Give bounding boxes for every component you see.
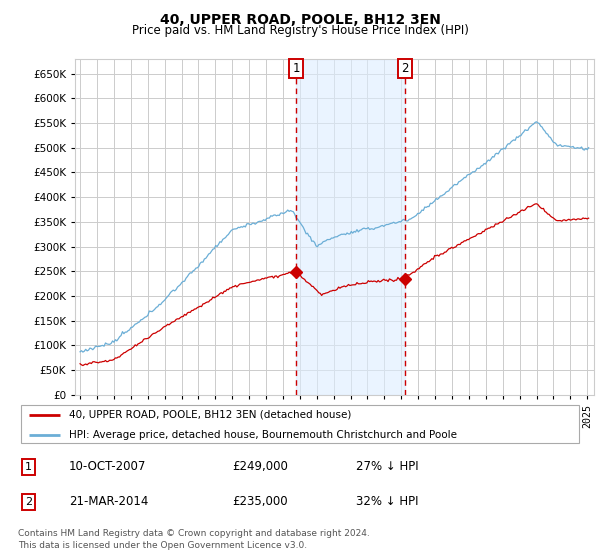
Text: 10-OCT-2007: 10-OCT-2007 [69, 460, 146, 473]
Text: £249,000: £249,000 [232, 460, 288, 473]
Text: 27% ↓ HPI: 27% ↓ HPI [356, 460, 419, 473]
Text: Price paid vs. HM Land Registry's House Price Index (HPI): Price paid vs. HM Land Registry's House … [131, 24, 469, 38]
Text: 2: 2 [401, 62, 409, 75]
Bar [296, 59, 405, 395]
Text: This data is licensed under the Open Government Licence v3.0.: This data is licensed under the Open Gov… [18, 541, 307, 550]
Text: 40, UPPER ROAD, POOLE, BH12 3EN: 40, UPPER ROAD, POOLE, BH12 3EN [160, 13, 440, 27]
Text: £235,000: £235,000 [232, 496, 288, 508]
Text: 21-MAR-2014: 21-MAR-2014 [69, 496, 148, 508]
Text: 1: 1 [25, 462, 32, 472]
FancyBboxPatch shape [21, 405, 579, 443]
Text: 1: 1 [292, 62, 300, 75]
Text: Contains HM Land Registry data © Crown copyright and database right 2024.: Contains HM Land Registry data © Crown c… [18, 529, 370, 538]
Text: 40, UPPER ROAD, POOLE, BH12 3EN (detached house): 40, UPPER ROAD, POOLE, BH12 3EN (detache… [69, 409, 351, 419]
Text: HPI: Average price, detached house, Bournemouth Christchurch and Poole: HPI: Average price, detached house, Bour… [69, 430, 457, 440]
Text: 2: 2 [25, 497, 32, 507]
Text: 32% ↓ HPI: 32% ↓ HPI [356, 496, 419, 508]
